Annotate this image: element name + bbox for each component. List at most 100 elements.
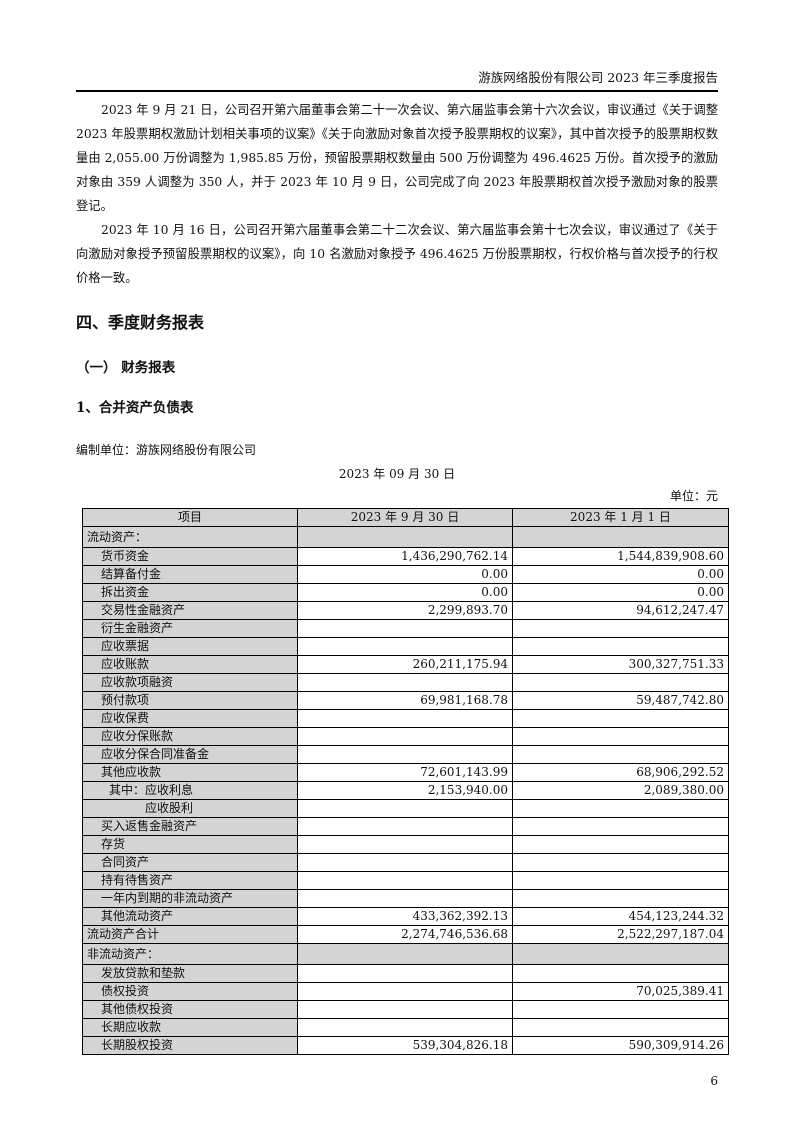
- table-row: 应收股利: [82, 799, 729, 818]
- table-heading: 1、合并资产负债表: [76, 400, 194, 416]
- value-2023-01-01: 300,327,751.33: [512, 655, 729, 674]
- row-label: 非流动资产：: [82, 943, 298, 965]
- row-label: 合同资产: [82, 853, 298, 872]
- page-header: 游族网络股份有限公司 2023 年三季度报告: [76, 68, 718, 92]
- row-label: 其他流动资产: [82, 907, 298, 926]
- value-2023-09-30: [297, 619, 513, 638]
- row-label: 应收保费: [82, 709, 298, 728]
- table-row: 存货: [82, 835, 729, 854]
- value-2023-01-01: 0.00: [512, 583, 729, 602]
- value-2023-01-01: [512, 673, 729, 692]
- value-2023-01-01: 94,612,247.47: [512, 601, 729, 620]
- table-row: 预付款项 69,981,168.78 59,487,742.80: [82, 691, 729, 710]
- row-label: 应收账款: [82, 655, 298, 674]
- value-2023-09-30: [297, 637, 513, 656]
- value-2023-01-01: [512, 637, 729, 656]
- value-2023-09-30: [297, 745, 513, 764]
- table-row: 应收票据: [82, 637, 729, 656]
- value-2023-09-30: 2,153,940.00: [297, 781, 513, 800]
- balance-sheet-table: 项目 2023 年 9 月 30 日 2023 年 1 月 1 日 流动资产：货…: [82, 508, 729, 1055]
- value-2023-01-01: [512, 871, 729, 890]
- value-2023-01-01: [512, 619, 729, 638]
- value-2023-09-30: [297, 817, 513, 836]
- value-2023-01-01: [512, 889, 729, 908]
- table-row: 应收账款 260,211,175.94 300,327,751.33: [82, 655, 729, 674]
- column-header: 2023 年 1 月 1 日: [512, 508, 729, 527]
- table-row: 应收分保合同准备金: [82, 745, 729, 764]
- column-header: 项目: [82, 508, 298, 527]
- table-row: 其他应收款 72,601,143.99 68,906,292.52: [82, 763, 729, 782]
- table-row: 发放贷款和垫款: [82, 964, 729, 983]
- subsection-heading: （一） 财务报表: [76, 360, 176, 376]
- table-row: 应收款项融资: [82, 673, 729, 692]
- row-label: 发放贷款和垫款: [82, 964, 298, 983]
- row-label: 长期股权投资: [82, 1036, 298, 1055]
- value-2023-09-30: 0.00: [297, 565, 513, 584]
- value-2023-01-01: 59,487,742.80: [512, 691, 729, 710]
- value-2023-09-30: [297, 673, 513, 692]
- value-2023-09-30: 2,299,893.70: [297, 601, 513, 620]
- value-2023-01-01: 70,025,389.41: [512, 982, 729, 1001]
- table-row: 合同资产: [82, 853, 729, 872]
- value-2023-01-01: [512, 835, 729, 854]
- value-2023-01-01: [512, 709, 729, 728]
- row-label: 应收款项融资: [82, 673, 298, 692]
- value-2023-01-01: [512, 1018, 729, 1037]
- value-2023-09-30: [297, 943, 513, 965]
- table-row: 非流动资产：: [82, 943, 729, 965]
- value-2023-01-01: [512, 1000, 729, 1019]
- row-label: 一年内到期的非流动资产: [82, 889, 298, 908]
- row-label: 长期应收款: [82, 1018, 298, 1037]
- row-label: 持有待售资产: [82, 871, 298, 890]
- value-2023-09-30: 69,981,168.78: [297, 691, 513, 710]
- value-2023-09-30: [297, 853, 513, 872]
- row-label: 衍生金融资产: [82, 619, 298, 638]
- value-2023-09-30: 260,211,175.94: [297, 655, 513, 674]
- value-2023-01-01: [512, 817, 729, 836]
- value-2023-09-30: 0.00: [297, 583, 513, 602]
- table-row: 结算备付金 0.00 0.00: [82, 565, 729, 584]
- value-2023-09-30: 1,436,290,762.14: [297, 547, 513, 566]
- value-2023-01-01: [512, 745, 729, 764]
- row-label: 交易性金融资产: [82, 601, 298, 620]
- page-number: 6: [710, 1074, 718, 1088]
- table-row: 债权投资 70,025,389.41: [82, 982, 729, 1001]
- row-label: 存货: [82, 835, 298, 854]
- row-label: 债权投资: [82, 982, 298, 1001]
- value-2023-09-30: 72,601,143.99: [297, 763, 513, 782]
- row-label: 其他债权投资: [82, 1000, 298, 1019]
- row-label: 流动资产：: [82, 526, 298, 548]
- value-2023-01-01: [512, 799, 729, 818]
- row-label: 其他应收款: [82, 763, 298, 782]
- row-label: 结算备付金: [82, 565, 298, 584]
- value-2023-01-01: [512, 853, 729, 872]
- value-2023-01-01: 0.00: [512, 565, 729, 584]
- value-2023-01-01: [512, 526, 729, 548]
- table-row: 其中：应收利息 2,153,940.00 2,089,380.00: [82, 781, 729, 800]
- row-label: 应收股利: [82, 799, 298, 818]
- column-header: 2023 年 9 月 30 日: [297, 508, 513, 527]
- prepared-by: 编制单位：游族网络股份有限公司: [76, 443, 257, 457]
- section-heading: 四、季度财务报表: [76, 313, 205, 332]
- table-row: 交易性金融资产 2,299,893.70 94,612,247.47: [82, 601, 729, 620]
- row-label: 应收分保账款: [82, 727, 298, 746]
- value-2023-01-01: 2,089,380.00: [512, 781, 729, 800]
- row-label: 预付款项: [82, 691, 298, 710]
- table-row: 持有待售资产: [82, 871, 729, 890]
- table-row: 流动资产合计 2,274,746,536.68 2,522,297,187.04: [82, 925, 729, 944]
- row-label: 拆出资金: [82, 583, 298, 602]
- paragraph: 2023 年 10 月 16 日，公司召开第六届董事会第二十二次会议、第六届监事…: [76, 223, 718, 285]
- value-2023-01-01: 1,544,839,908.60: [512, 547, 729, 566]
- value-2023-09-30: [297, 835, 513, 854]
- table-header-row: 项目 2023 年 9 月 30 日 2023 年 1 月 1 日: [82, 508, 729, 527]
- table-row: 拆出资金 0.00 0.00: [82, 583, 729, 602]
- value-2023-01-01: 590,309,914.26: [512, 1036, 729, 1055]
- table-row: 应收保费: [82, 709, 729, 728]
- value-2023-09-30: 539,304,826.18: [297, 1036, 513, 1055]
- table-row: 其他债权投资: [82, 1000, 729, 1019]
- table-row: 长期应收款: [82, 1018, 729, 1037]
- value-2023-09-30: [297, 709, 513, 728]
- value-2023-09-30: [297, 1000, 513, 1019]
- value-2023-09-30: [297, 889, 513, 908]
